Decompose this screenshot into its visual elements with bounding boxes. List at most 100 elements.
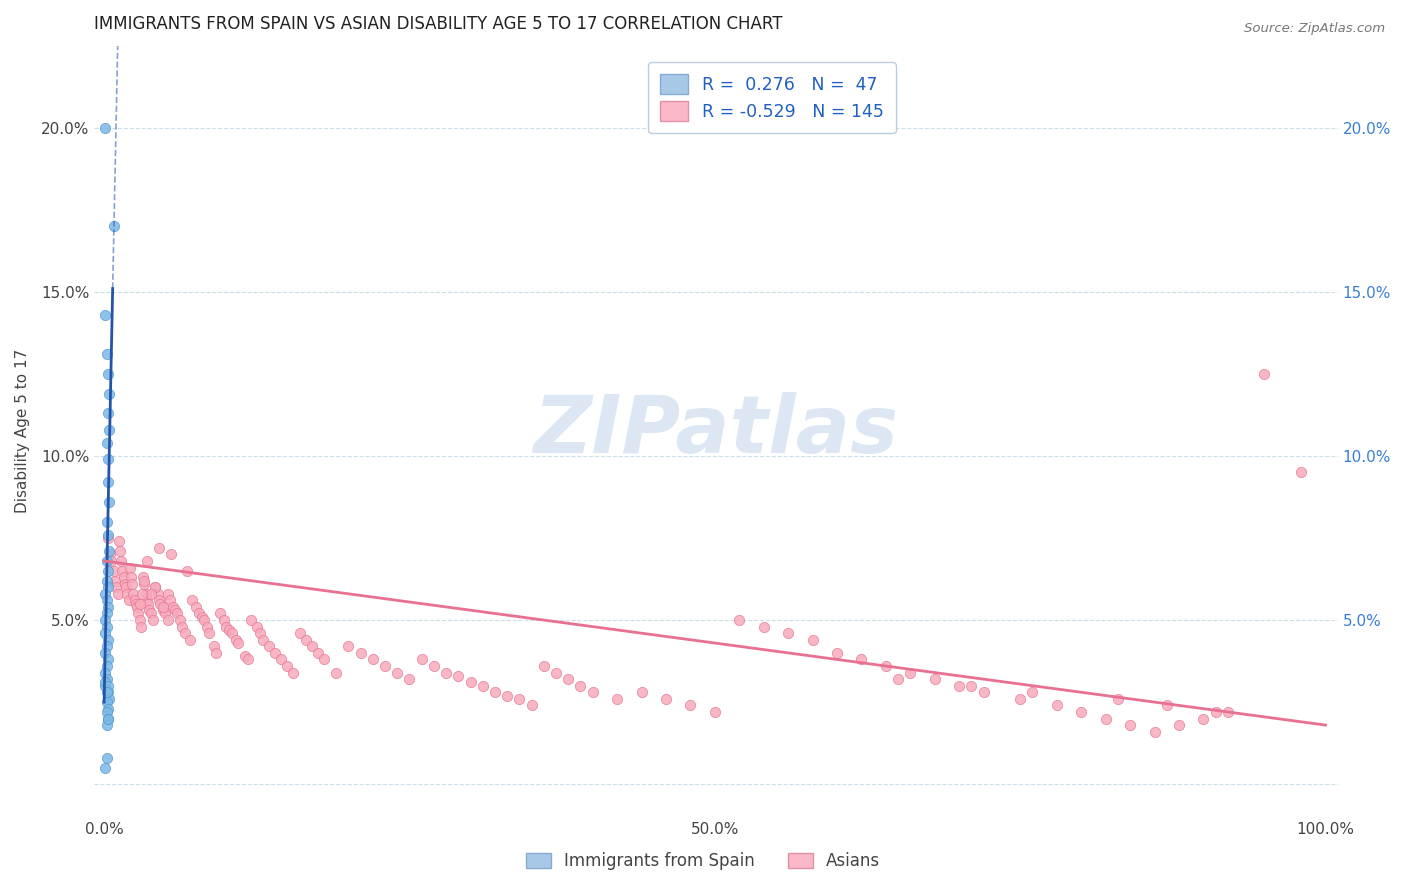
Point	[94, 120, 117, 135]
Point	[96, 705, 118, 719]
Point	[1119, 718, 1142, 732]
Point	[153, 607, 176, 621]
Point	[533, 659, 555, 673]
Point	[496, 689, 519, 703]
Point	[97, 701, 120, 715]
Point	[146, 587, 169, 601]
Point	[97, 527, 120, 541]
Point	[1094, 712, 1116, 726]
Point	[205, 646, 228, 660]
Point	[169, 613, 191, 627]
Point	[97, 452, 120, 467]
Point	[152, 603, 174, 617]
Point	[135, 554, 157, 568]
Point	[98, 544, 121, 558]
Text: ZIPatlas: ZIPatlas	[533, 392, 898, 470]
Point	[630, 685, 652, 699]
Point	[105, 580, 128, 594]
Point	[374, 659, 396, 673]
Point	[163, 603, 186, 617]
Point	[166, 607, 188, 621]
Point	[225, 632, 247, 647]
Point	[257, 640, 280, 654]
Point	[283, 665, 305, 680]
Point	[679, 698, 702, 713]
Point	[221, 626, 243, 640]
Point	[1253, 367, 1275, 381]
Point	[184, 599, 207, 614]
Point	[114, 577, 136, 591]
Point	[108, 544, 131, 558]
Legend: R =  0.276   N =  47, R = -0.529   N = 145: R = 0.276 N = 47, R = -0.529 N = 145	[648, 62, 896, 134]
Point	[411, 652, 433, 666]
Point	[96, 751, 118, 765]
Point	[96, 672, 118, 686]
Point	[728, 613, 751, 627]
Point	[132, 570, 155, 584]
Point	[131, 587, 153, 601]
Point	[103, 219, 125, 234]
Point	[198, 626, 221, 640]
Point	[138, 603, 160, 617]
Point	[520, 698, 543, 713]
Point	[96, 640, 118, 654]
Point	[447, 669, 470, 683]
Point	[97, 406, 120, 420]
Point	[96, 593, 118, 607]
Point	[898, 665, 921, 680]
Point	[1168, 718, 1191, 732]
Point	[121, 577, 143, 591]
Point	[173, 626, 195, 640]
Point	[117, 587, 139, 601]
Point	[97, 531, 120, 545]
Point	[94, 613, 117, 627]
Point	[249, 626, 271, 640]
Point	[134, 577, 156, 591]
Text: Source: ZipAtlas.com: Source: ZipAtlas.com	[1244, 22, 1385, 36]
Point	[434, 665, 457, 680]
Point	[276, 659, 298, 673]
Point	[136, 597, 159, 611]
Point	[960, 679, 983, 693]
Point	[398, 672, 420, 686]
Point	[96, 685, 118, 699]
Point	[195, 619, 218, 633]
Point	[139, 607, 162, 621]
Point	[1143, 724, 1166, 739]
Point	[145, 580, 167, 594]
Point	[96, 574, 118, 588]
Point	[125, 597, 148, 611]
Point	[100, 554, 122, 568]
Point	[307, 646, 329, 660]
Point	[557, 672, 579, 686]
Point	[1289, 466, 1312, 480]
Point	[96, 607, 118, 621]
Point	[212, 613, 235, 627]
Point	[887, 672, 910, 686]
Point	[94, 665, 117, 680]
Point	[270, 652, 292, 666]
Point	[110, 554, 132, 568]
Point	[159, 593, 181, 607]
Point	[97, 580, 120, 594]
Point	[825, 646, 848, 660]
Point	[191, 609, 214, 624]
Point	[606, 691, 628, 706]
Point	[1107, 691, 1129, 706]
Point	[544, 665, 567, 680]
Point	[851, 652, 873, 666]
Point	[156, 587, 179, 601]
Point	[582, 685, 605, 699]
Point	[129, 619, 152, 633]
Point	[246, 619, 269, 633]
Point	[94, 646, 117, 660]
Point	[96, 695, 118, 709]
Point	[252, 632, 274, 647]
Point	[152, 599, 174, 614]
Point	[103, 564, 125, 578]
Point	[124, 593, 146, 607]
Point	[98, 691, 121, 706]
Point	[94, 679, 117, 693]
Point	[142, 613, 165, 627]
Point	[97, 632, 120, 647]
